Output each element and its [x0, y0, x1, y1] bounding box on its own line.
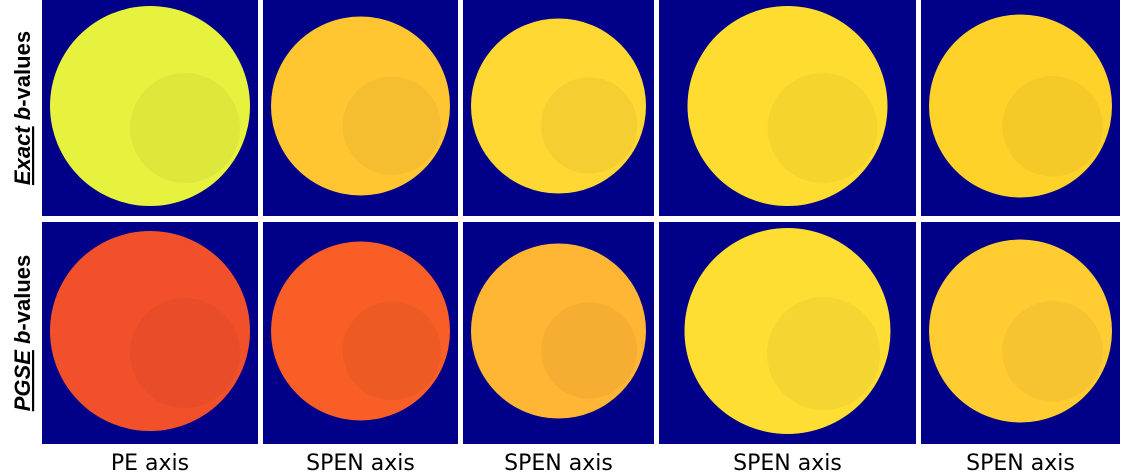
row-label: Exact b-values [10, 31, 35, 185]
row-label-variable: b [10, 331, 35, 344]
column-label: SPEN axis [504, 451, 613, 476]
phantom-shade [130, 73, 240, 183]
row-label-emphasis: Exact [10, 125, 35, 185]
phantom-shade [130, 298, 240, 408]
column-label: SPEN axis [733, 451, 842, 476]
phantom-shade [541, 77, 637, 173]
phantom-shade [343, 302, 441, 400]
phantom-shade [343, 77, 441, 175]
column-label: PE axis [111, 451, 189, 476]
row-label-suffix: -values [10, 255, 35, 331]
row-label-emphasis: PGSE [10, 349, 35, 411]
row-label-variable: b [10, 107, 35, 120]
phantom-shade [768, 73, 878, 183]
figure: Exact b-values PGSE b-values PE axisSPEN… [0, 0, 1126, 476]
phantom-shade [1002, 76, 1103, 177]
column-label: SPEN axis [306, 451, 415, 476]
column-label: SPEN axis [966, 451, 1075, 476]
row-label-suffix: -values [10, 31, 35, 107]
row-label: PGSE b-values [10, 255, 35, 412]
phantom-shade [767, 297, 880, 410]
phantom-shade [541, 302, 637, 398]
phantom-shade [1002, 301, 1103, 402]
